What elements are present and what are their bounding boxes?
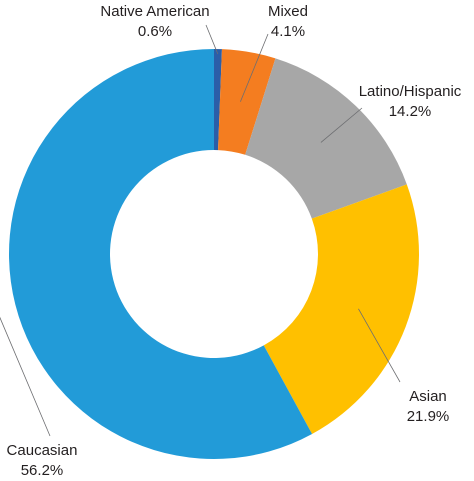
leader-line bbox=[320, 107, 363, 143]
slice-value-label: 4.1% bbox=[271, 23, 305, 40]
slice-value-label: 0.6% bbox=[138, 23, 172, 40]
slice bbox=[263, 184, 419, 435]
slice bbox=[8, 49, 313, 459]
slice-value-label: 21.9% bbox=[407, 408, 450, 425]
slice-label: Mixed bbox=[268, 3, 308, 20]
slice-value-label: 14.2% bbox=[389, 103, 432, 120]
leader-line bbox=[240, 33, 269, 102]
slice-label: Native American bbox=[100, 3, 209, 20]
leader-line bbox=[205, 24, 219, 55]
slice-value-label: 56.2% bbox=[21, 462, 64, 479]
slice-label: Asian bbox=[409, 388, 447, 405]
slice bbox=[214, 49, 222, 151]
slice-label: Caucasian bbox=[7, 442, 78, 459]
leader-line bbox=[0, 316, 51, 437]
leader-line bbox=[358, 308, 401, 383]
slice bbox=[218, 49, 276, 155]
slice-label: Latino/Hispanic bbox=[359, 83, 462, 100]
